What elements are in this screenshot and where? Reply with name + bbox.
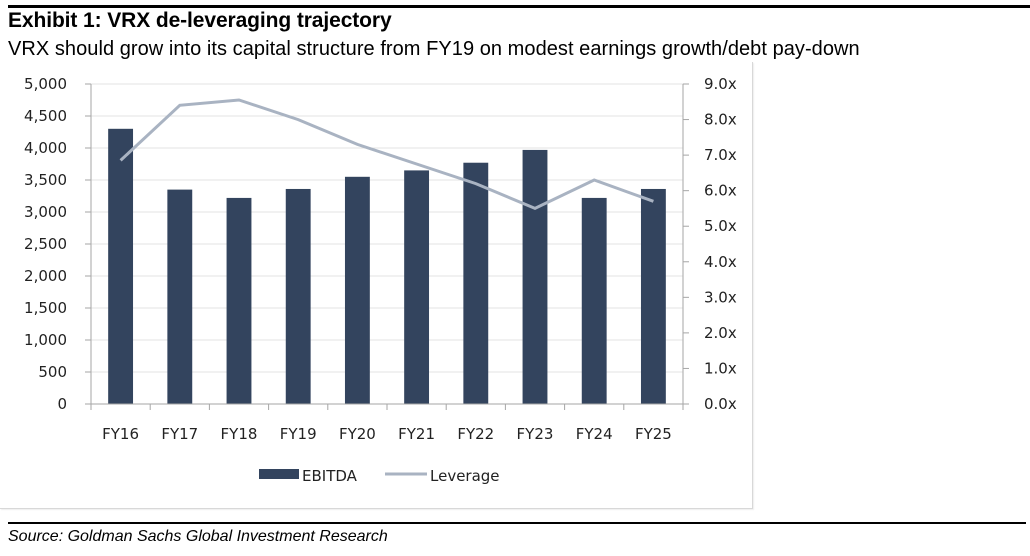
right-axis-tick-label: 0.0x — [704, 395, 737, 413]
bar-ebitda-fy20 — [344, 176, 370, 404]
legend-label-ebitda: EBITDA — [302, 467, 358, 485]
exhibit-title: Exhibit 1: VRX de-leveraging trajectory — [8, 9, 392, 32]
right-axis-tick-label: 2.0x — [704, 324, 737, 342]
right-axis-tick-label: 8.0x — [704, 111, 737, 129]
legend: EBITDA Leverage — [259, 467, 500, 485]
left-axis-tick-label: 4,000 — [24, 139, 67, 157]
bottom-rule — [8, 522, 1026, 524]
x-axis-tick-label: FY25 — [635, 425, 672, 443]
bar-ebitda-fy19 — [285, 188, 311, 404]
right-axis-tick-label: 3.0x — [704, 288, 737, 306]
right-axis-tick-label: 1.0x — [704, 359, 737, 377]
top-rule — [8, 5, 1030, 8]
right-axis-tick-label: 7.0x — [704, 146, 737, 164]
bar-ebitda-fy24 — [581, 197, 607, 404]
right-axis-tick-label: 6.0x — [704, 182, 737, 200]
left-axis-tick-label: 3,500 — [24, 171, 67, 189]
source-note: Source: Goldman Sachs Global Investment … — [8, 528, 388, 545]
x-axis-tick-label: FY18 — [221, 425, 258, 443]
x-axis-tick-label: FY24 — [576, 425, 613, 443]
x-axis-tick-label: FY23 — [517, 425, 554, 443]
bar-ebitda-fy16 — [108, 128, 134, 405]
right-axis-tick-label: 9.0x — [704, 75, 737, 93]
x-axis-tick-label: FY21 — [398, 425, 435, 443]
left-axis-tick-label: 1,000 — [24, 331, 67, 349]
bar-ebitda-fy25 — [640, 188, 666, 404]
legend-swatch-ebitda — [259, 469, 299, 479]
left-axis-tick-label: 500 — [38, 363, 67, 381]
right-axis-tick-labels: 0.0x 1.0x 2.0x 3.0x 4.0x 5.0x 6.0x 7.0x 8.0x 9.0x — [704, 75, 737, 413]
exhibit-subtitle: VRX should grow into its capital structu… — [8, 38, 860, 60]
legend-label-leverage: Leverage — [430, 467, 500, 485]
bar-ebitda-fy22 — [463, 162, 489, 404]
leverage-line — [119, 98, 654, 211]
right-axis-tick-label: 5.0x — [704, 217, 737, 235]
left-axis-tick-labels: 0 500 1,000 1,500 2,000 2,500 3,000 3,500 4,000 4… — [24, 75, 67, 413]
x-axis-tick-label: FY22 — [457, 425, 494, 443]
left-axis-tick-label: 5,000 — [24, 75, 67, 93]
x-axis-tick-labels: FY16 FY17 FY18 FY19 FY20 FY21 FY22 FY23 FY24 FY25 — [102, 425, 672, 443]
bar-ebitda-fy18 — [226, 197, 252, 404]
x-axis-tick-label: FY17 — [161, 425, 198, 443]
leverage-line-layer — [119, 98, 654, 211]
x-axis-tick-label: FY20 — [339, 425, 376, 443]
bar-ebitda-fy23 — [522, 149, 548, 404]
left-axis-tick-label: 2,000 — [24, 267, 67, 285]
right-axis-tick-label: 4.0x — [704, 253, 737, 271]
left-axis-tick-label: 0 — [57, 395, 67, 413]
left-axis-tick-label: 3,000 — [24, 203, 67, 221]
left-axis-tick-label: 4,500 — [24, 107, 67, 125]
chart-frame — [0, 62, 753, 509]
bar-ebitda-fy17 — [167, 189, 193, 404]
x-axis-tick-label: FY19 — [280, 425, 317, 443]
ebitda-bars — [108, 128, 666, 405]
bar-ebitda-fy21 — [404, 170, 430, 404]
axes — [85, 83, 689, 410]
x-axis-tick-label: FY16 — [102, 425, 139, 443]
left-axis-tick-label: 1,500 — [24, 299, 67, 317]
left-axis-tick-label: 2,500 — [24, 235, 67, 253]
